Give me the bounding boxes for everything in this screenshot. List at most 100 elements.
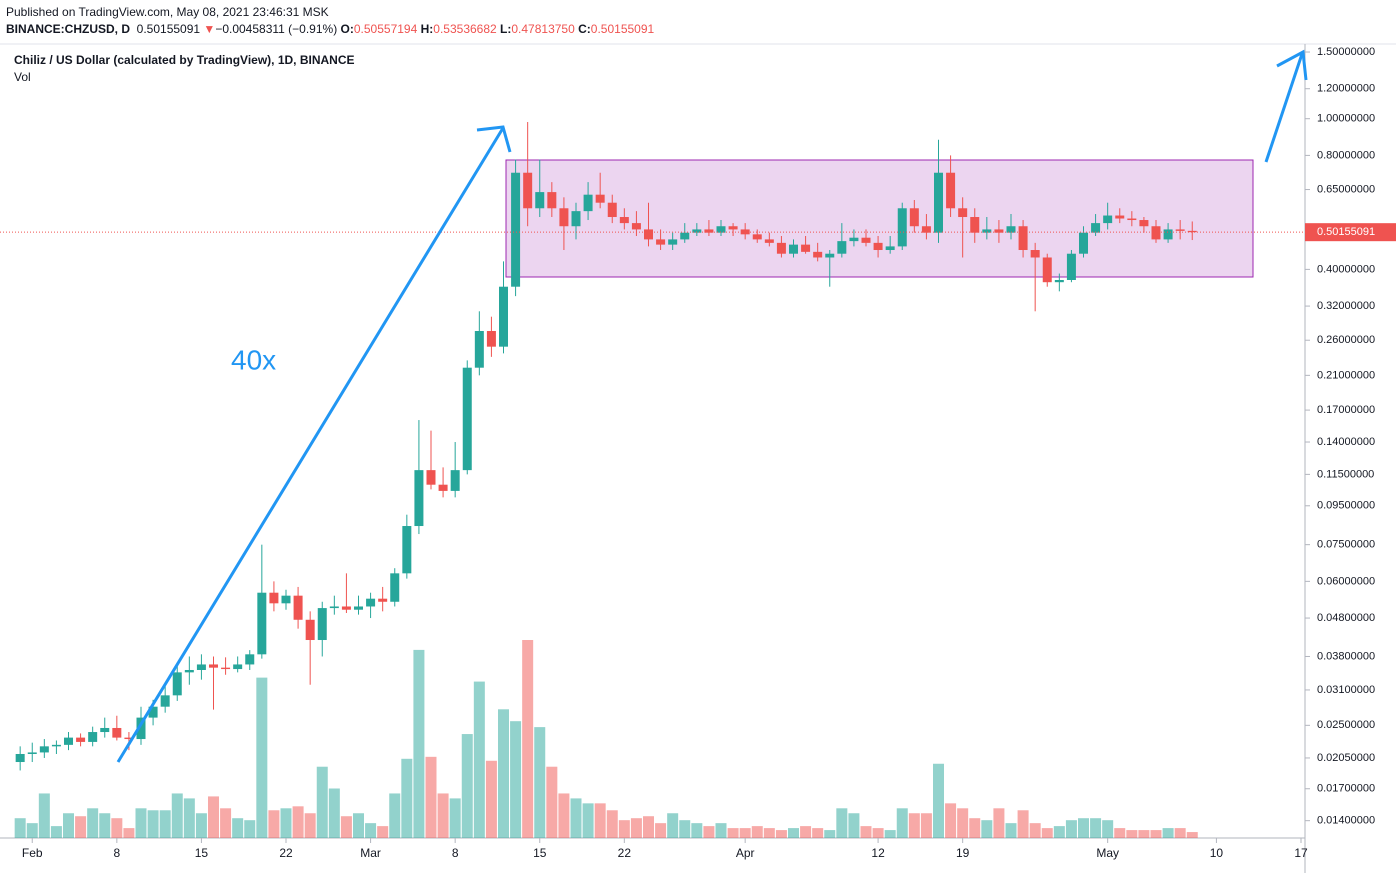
candle-body [257,592,267,655]
volume-bar [800,826,812,838]
x-tick-label: 8 [113,846,120,860]
x-tick-label: May [1096,846,1119,860]
candle-body [1115,215,1125,219]
candle-body [486,330,496,347]
candle-body [1127,218,1137,221]
volume-bar [220,808,232,838]
range-box [505,159,1254,278]
candle-body [293,595,303,620]
volume-bar [461,734,473,838]
candle-body [559,208,569,227]
candle-body [861,237,871,243]
volume-bar [558,793,570,838]
candle-body [1139,220,1149,227]
o: 0.50557194 [353,22,418,36]
candle-body [776,242,786,254]
volume-bar [1005,823,1017,838]
volume-bar [872,828,884,838]
volume-bar [945,803,957,838]
volume-bar [304,813,316,838]
volume-bar [292,806,304,838]
volume-bar [389,793,401,838]
volume-bar [1078,818,1089,838]
x-tick-label: 22 [279,846,293,860]
volume-bar [1162,828,1174,838]
volume-bar [727,828,739,838]
candle-body [511,172,521,287]
y-tick-label: 0.07500000 [1317,539,1375,551]
volume-bar [860,826,872,838]
candle-body [1018,226,1028,251]
candle-body [27,752,37,754]
candle-body [644,229,653,240]
volume-bar [522,640,534,838]
volume-bar [546,766,558,838]
candle-body [740,229,750,235]
volume-bar [655,823,667,838]
candle-body [958,208,968,218]
volume-bar [183,798,195,838]
y-tick-label: 0.21000000 [1317,369,1375,381]
volume-bar [1065,820,1077,838]
candle-body [426,470,436,485]
candle-body [1091,223,1101,233]
x-tick-label: Apr [736,846,755,860]
candle-body [39,746,49,753]
y-tick-label: 0.02500000 [1317,719,1375,731]
candle-body [921,226,931,233]
candle-body [631,223,641,230]
last: 0.50155091 [136,22,201,36]
volume-bar [340,816,352,838]
candle-body [124,737,134,740]
volume-bar [667,813,679,838]
candle-body [692,229,702,233]
candle-body [752,234,762,240]
arrow: ▼ [203,22,216,36]
volume-label: Vol [14,70,31,84]
candle-body [885,246,895,251]
y-tick-label: 0.03800000 [1317,650,1375,662]
candle-body [1054,279,1064,283]
o-label: O: [340,22,354,36]
candle-body [619,217,629,224]
candle-body [148,706,158,718]
volume-bar [643,816,654,838]
candle-body [1187,230,1197,233]
x-tick-label: 19 [956,846,970,860]
volume-bar [1174,828,1186,838]
volume-bar [353,813,364,838]
volume-bar [751,826,763,838]
volume-bar [812,828,824,838]
candle-body [184,669,194,673]
y-tick-label: 0.32000000 [1317,300,1375,312]
volume-bar [884,830,896,838]
symbol: BINANCE:CHZUSD, D [6,22,130,36]
candle-body [583,194,593,212]
volume-bar [473,681,485,838]
candle-body [728,226,738,230]
volume-bar [594,803,606,838]
candle-body [801,244,811,252]
candle-body [1042,257,1052,283]
candle-body [668,239,678,245]
x-tick-label: 22 [618,846,632,860]
candle-body [1163,229,1173,240]
candle-body [76,737,86,742]
candle-body [305,619,315,641]
candle-body [366,598,376,607]
arrow-head [476,125,512,153]
y-tick-label: 1.20000000 [1317,83,1375,95]
volume-bar [14,818,26,838]
volume-bar [449,798,461,838]
candle-body [764,239,774,243]
candle-body [994,229,1004,233]
candle-body [51,744,61,747]
x-tick-label: 10 [1210,846,1224,860]
volume-bar [328,788,340,838]
candle-body [789,244,798,254]
candle-body [402,526,412,574]
volume-bar [147,810,159,838]
candle-body [462,367,472,471]
c: 0.50155091 [590,22,655,36]
y-tick-label: 0.01700000 [1317,783,1375,795]
